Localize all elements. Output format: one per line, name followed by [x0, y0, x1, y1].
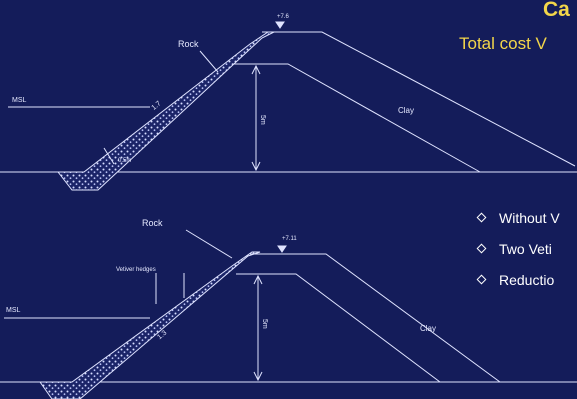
- top-crest-level: +7.6: [277, 14, 290, 20]
- top-slope-label: 1.7: [151, 100, 163, 112]
- diamond-bullet-icon: [476, 274, 487, 285]
- bottom-clay-core: [236, 273, 441, 383]
- bullet-text: Reductio: [499, 272, 555, 288]
- slide-subtitle: Total cost V: [459, 34, 547, 53]
- bottom-slope-label: 1.3: [156, 329, 168, 341]
- top-rock-leader: [199, 50, 219, 73]
- bottom-rock-leader: [185, 229, 233, 259]
- top-msl-label: MSL: [12, 97, 27, 104]
- top-clay-label: Clay: [398, 106, 414, 115]
- top-crest-outline: [262, 31, 576, 167]
- bullet-text: Without V: [499, 210, 560, 226]
- bottom-height-label: 5m: [261, 319, 268, 329]
- bullet-item: Without V: [476, 208, 560, 239]
- bottom-crest-outline: [250, 253, 501, 383]
- top-rock-label: Rock: [178, 39, 199, 49]
- bottom-crest-marker: [277, 245, 287, 253]
- top-rock-armour: [56, 31, 275, 191]
- bottom-rock-armour: [39, 251, 261, 399]
- bullet-item: Reductio: [476, 270, 560, 301]
- top-toe-leader: [103, 147, 115, 165]
- bullet-list: Without V Two Veti Reductio: [476, 208, 560, 301]
- slide-title: Ca: [543, 0, 570, 21]
- bottom-vetiver-label: Vetiver hedges: [116, 267, 156, 273]
- bottom-clay-label: Clay: [420, 324, 436, 333]
- bullet-text: Two Veti: [499, 241, 552, 257]
- top-height-arrow-up: [251, 64, 261, 75]
- top-toe-label: 0.5m: [118, 158, 131, 164]
- top-height-arrow-down: [251, 161, 261, 172]
- bullet-item: Two Veti: [476, 239, 560, 270]
- top-crest-marker: [275, 21, 285, 29]
- bottom-height-arrow-down: [253, 371, 263, 382]
- top-clay-core: [232, 63, 481, 173]
- bottom-crest-level: +7.11: [282, 236, 297, 242]
- bottom-rock-label: Rock: [142, 218, 163, 228]
- diamond-bullet-icon: [476, 212, 487, 223]
- bottom-msl-label: MSL: [6, 307, 21, 314]
- top-height-label: 5m: [259, 115, 266, 125]
- bottom-height-arrow-up: [253, 274, 263, 285]
- diamond-bullet-icon: [476, 243, 487, 254]
